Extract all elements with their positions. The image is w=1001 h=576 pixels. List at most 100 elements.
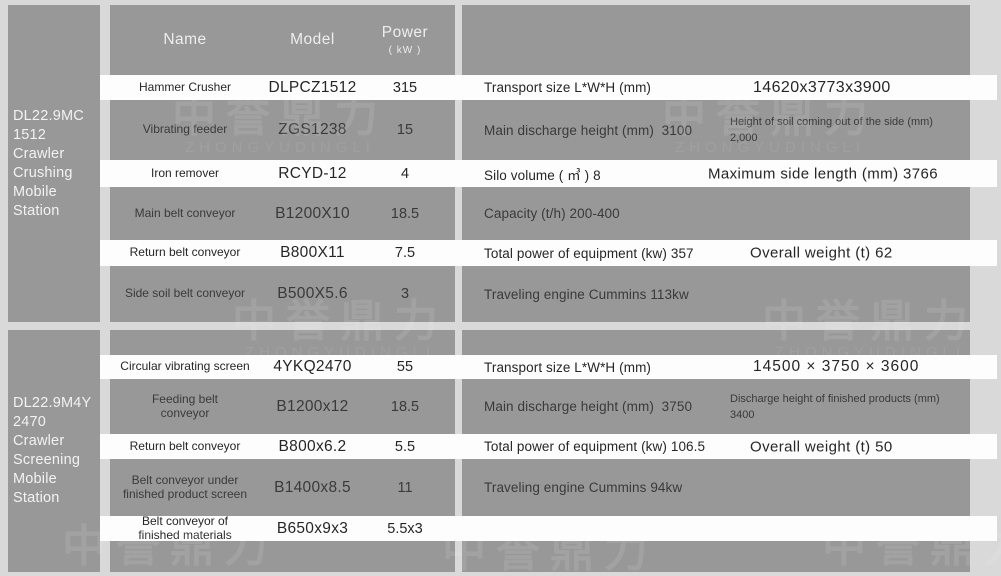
equipment-cells: Iron remover RCYD-12 4	[110, 160, 455, 187]
table-row: Main belt conveyor B1200X10 18.5 Capacit…	[100, 187, 997, 240]
spec-engine-label: Traveling engine Cummins 113kw	[484, 286, 689, 302]
row-right-bg	[462, 100, 970, 160]
row-mid-bg	[110, 100, 455, 160]
table-header-row: Name Model Power ( kW )	[100, 5, 997, 75]
column-header-power-label: Power	[381, 24, 429, 42]
table-row: Vibrating feeder ZGS1238 15 Main dischar…	[100, 100, 997, 160]
cell-name: Feeding belt conveyor	[110, 392, 260, 420]
crushing-rows: Name Model Power ( kW ) Hammer Crusher D…	[100, 5, 997, 322]
equipment-model: DLPCZ1512	[268, 78, 357, 96]
table-row: Return belt conveyor B800x6.2 5.5 Total …	[100, 434, 997, 459]
equipment-power: 55	[396, 359, 414, 375]
row-right-bg	[462, 459, 970, 516]
equipment-name: Main belt conveyor	[134, 205, 236, 220]
table-row: Side soil belt conveyor B500X5.6 3 Trave…	[100, 266, 997, 322]
spec-transport-label: Transport size L*W*H (mm)	[484, 359, 652, 375]
equipment-name: Feeding belt conveyor	[151, 392, 219, 420]
column-header-name: Name	[163, 31, 207, 48]
section-crushing-station: DL22.9MC 1512 Crawler Crushing Mobile St…	[8, 5, 997, 322]
equipment-power: 3	[400, 286, 410, 302]
spec-total-power-label: Total power of equipment (kw) 357	[484, 245, 694, 261]
spec-cells: Main discharge height (mm) 3750 Discharg…	[462, 379, 997, 434]
spec-max-side-label: Maximum side length (mm) 3766	[708, 165, 939, 182]
equipment-model: B800x6.2	[278, 437, 347, 455]
spec-finished-label: Discharge height of finished products (m…	[730, 392, 940, 405]
table-row: Hammer Crusher DLPCZ1512 315 Transport s…	[100, 75, 997, 100]
column-header-power-unit: ( kW )	[388, 44, 422, 56]
header-mid-bg	[110, 5, 455, 75]
equipment-name: Belt conveyor under finished product scr…	[122, 473, 248, 501]
equipment-power: 5.5x3	[387, 520, 423, 537]
spec-capacity-label: Capacity (t/h) 200-400	[484, 206, 620, 221]
row-mid-bg	[110, 266, 455, 322]
equipment-power: 11	[397, 479, 413, 496]
equipment-cells: Belt conveyor under finished product scr…	[110, 459, 455, 516]
spec-cells: Total power of equipment (kw) 106.5 Over…	[462, 434, 997, 459]
table-row: Iron remover RCYD-12 4 Silo volume ( ㎥ )…	[100, 160, 997, 187]
screening-rows: Circular vibrating screen 4YKQ2470 55 Tr…	[100, 330, 997, 572]
equipment-name: Belt conveyor of finished materials	[138, 514, 232, 542]
spec-finished-value: 3400	[730, 408, 755, 421]
equipment-name: Iron remover	[150, 165, 220, 180]
equipment-cells: Circular vibrating screen 4YKQ2470 55	[110, 355, 455, 379]
spec-cells: Transport size L*W*H (mm) 14500 × 3750 ×…	[462, 355, 997, 379]
row-right-bg	[462, 541, 970, 572]
spec-transport-value: 14620x3773x3900	[753, 78, 891, 96]
spec-finished-products: Discharge height of finished products (m…	[730, 391, 940, 423]
equipment-model: B500X5.6	[277, 285, 348, 302]
equipment-power: 18.5	[390, 205, 420, 222]
spec-cells: Traveling engine Cummins 94kw	[462, 459, 997, 516]
spec-side-soil-value: 2,000	[730, 132, 758, 144]
equipment-model: 4YKQ2470	[273, 358, 352, 375]
cell-name: Return belt conveyor	[110, 438, 260, 454]
equipment-cells: Hammer Crusher DLPCZ1512 315	[110, 75, 455, 100]
cell-name: Side soil belt conveyor	[110, 287, 260, 301]
spec-transport-label: Transport size L*W*H (mm)	[484, 80, 652, 95]
spec-cells: Silo volume ( ㎥ ) 8 Maximum side length …	[462, 160, 997, 187]
cell-name: Circular vibrating screen	[110, 360, 260, 374]
equipment-cells: Main belt conveyor B1200X10 18.5	[110, 187, 455, 240]
table-row-empty	[100, 541, 997, 572]
row-mid-bg	[110, 187, 455, 240]
equipment-name: Circular vibrating screen	[120, 359, 250, 374]
equipment-model: B800X11	[280, 244, 345, 261]
spec-cells: Total power of equipment (kw) 357 Overal…	[462, 240, 997, 266]
equipment-cells: Vibrating feeder ZGS1238 15	[110, 100, 455, 160]
table-row: Circular vibrating screen 4YKQ2470 55 Tr…	[100, 355, 997, 379]
spec-side-soil-label: Height of soil coming out of the side (m…	[730, 116, 933, 128]
spec-total-power-label: Total power of equipment (kw) 106.5	[484, 439, 706, 454]
equipment-power: 15	[396, 122, 414, 138]
equipment-cells: Return belt conveyor B800x6.2 5.5	[110, 434, 455, 459]
equipment-cells: Side soil belt conveyor B500X5.6 3	[110, 266, 455, 322]
cell-name: Hammer Crusher	[110, 80, 260, 95]
spec-engine-label: Traveling engine Cummins 94kw	[484, 480, 683, 495]
spec-transport-value: 14500 × 3750 × 3600	[753, 358, 920, 375]
equipment-power: 7.5	[394, 245, 416, 261]
equipment-name: Return belt conveyor	[129, 438, 241, 453]
equipment-cells: Feeding belt conveyor B1200x12 18.5	[110, 379, 455, 434]
spec-silo-label: Silo volume ( ㎥ ) 8	[484, 167, 601, 183]
table-row: Belt conveyor of finished materials B650…	[100, 514, 997, 542]
equipment-name: Side soil belt conveyor	[124, 286, 246, 301]
cell-name: Return belt conveyor	[110, 246, 260, 260]
equipment-model: B1400x8.5	[274, 478, 351, 496]
equipment-name: Return belt conveyor	[129, 245, 241, 260]
equipment-model: B1200X10	[275, 204, 350, 222]
spec-overall-weight-label: Overall weight (t) 50	[750, 438, 893, 455]
spec-discharge-label: Main discharge height (mm) 3100	[484, 122, 693, 138]
equipment-table-header: Name Model Power ( kW )	[110, 5, 455, 75]
spec-cells: Traveling engine Cummins 113kw	[462, 266, 997, 322]
spec-cells: Capacity (t/h) 200-400	[462, 187, 997, 240]
cell-name: Vibrating feeder	[110, 123, 260, 137]
station-title-screening: DL22.9M4Y 2470 Crawler Screening Mobile …	[8, 330, 100, 572]
spec-cells-empty	[462, 516, 997, 541]
cell-name: Belt conveyor of finished materials	[110, 514, 260, 542]
column-header-model: Model	[290, 31, 335, 48]
row-right-bg	[462, 379, 970, 434]
cell-name: Belt conveyor under finished product scr…	[110, 473, 260, 501]
spec-discharge-label: Main discharge height (mm) 3750	[484, 399, 693, 414]
row-mid-bg	[110, 541, 455, 572]
equipment-cells: Return belt conveyor B800X11 7.5	[110, 240, 455, 266]
equipment-model: RCYD-12	[278, 164, 347, 182]
